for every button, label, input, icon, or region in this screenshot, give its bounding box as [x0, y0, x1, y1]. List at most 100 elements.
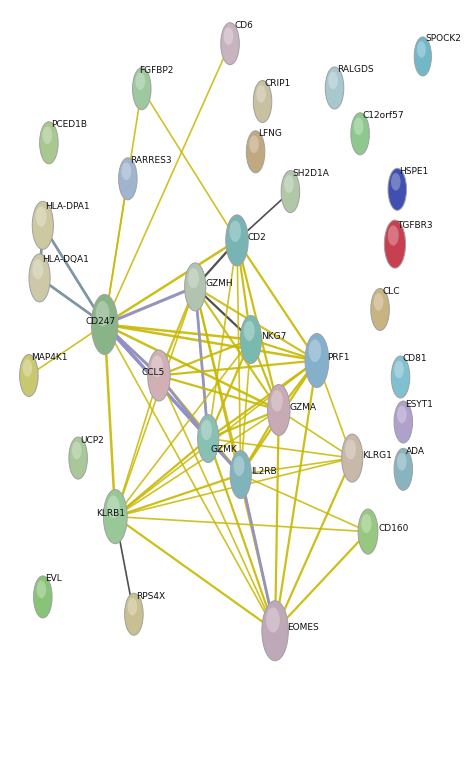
Text: CD6: CD6: [235, 21, 254, 30]
Text: EVL: EVL: [45, 574, 62, 584]
Text: CCL5: CCL5: [141, 368, 164, 377]
Ellipse shape: [221, 23, 239, 64]
Text: CLC: CLC: [383, 287, 400, 296]
Ellipse shape: [224, 28, 233, 45]
Text: PRF1: PRF1: [327, 353, 350, 362]
Ellipse shape: [414, 37, 431, 76]
Text: KLRB1: KLRB1: [96, 509, 125, 518]
Ellipse shape: [281, 171, 300, 213]
Ellipse shape: [118, 158, 137, 200]
Ellipse shape: [249, 136, 259, 153]
Ellipse shape: [262, 601, 288, 661]
Ellipse shape: [198, 414, 219, 463]
Text: TGFBR3: TGFBR3: [397, 221, 433, 230]
Ellipse shape: [309, 339, 321, 362]
Ellipse shape: [234, 456, 245, 476]
Text: HSPE1: HSPE1: [400, 167, 429, 176]
Text: CRIP1: CRIP1: [265, 79, 291, 88]
Ellipse shape: [29, 254, 50, 302]
Ellipse shape: [151, 355, 163, 377]
Ellipse shape: [40, 122, 58, 164]
Ellipse shape: [125, 593, 143, 635]
Ellipse shape: [305, 333, 329, 388]
Ellipse shape: [351, 113, 369, 155]
Ellipse shape: [417, 41, 426, 57]
Text: CD81: CD81: [403, 355, 428, 364]
Ellipse shape: [188, 268, 199, 288]
Ellipse shape: [284, 175, 294, 193]
Ellipse shape: [397, 453, 407, 470]
Text: HLA-DPA1: HLA-DPA1: [45, 202, 90, 211]
Text: SH2D1A: SH2D1A: [293, 169, 329, 178]
Ellipse shape: [230, 450, 251, 499]
Ellipse shape: [136, 72, 145, 90]
Ellipse shape: [121, 162, 131, 180]
Text: FGFBP2: FGFBP2: [139, 66, 174, 75]
Ellipse shape: [246, 131, 265, 173]
Text: IL2RB: IL2RB: [251, 467, 276, 476]
Ellipse shape: [184, 263, 206, 311]
Ellipse shape: [32, 201, 54, 250]
Ellipse shape: [96, 301, 109, 326]
Text: RALGDS: RALGDS: [337, 65, 374, 74]
Ellipse shape: [267, 385, 290, 436]
Text: CD2: CD2: [247, 233, 266, 242]
Ellipse shape: [23, 359, 32, 377]
Ellipse shape: [253, 80, 272, 123]
Ellipse shape: [358, 509, 378, 554]
Ellipse shape: [128, 597, 137, 615]
Text: HLA-DQA1: HLA-DQA1: [42, 254, 89, 264]
Ellipse shape: [394, 401, 412, 443]
Text: GZMK: GZMK: [210, 444, 237, 453]
Text: GZMA: GZMA: [289, 402, 316, 411]
Ellipse shape: [371, 289, 389, 330]
Text: CD160: CD160: [378, 524, 409, 533]
Text: MAP4K1: MAP4K1: [31, 353, 68, 362]
Ellipse shape: [34, 576, 52, 618]
Ellipse shape: [107, 496, 119, 519]
Ellipse shape: [388, 169, 407, 211]
Ellipse shape: [361, 514, 372, 533]
Text: LFNG: LFNG: [258, 129, 282, 139]
Ellipse shape: [133, 67, 151, 110]
Ellipse shape: [354, 117, 364, 135]
Ellipse shape: [201, 420, 212, 440]
Ellipse shape: [391, 173, 401, 191]
Ellipse shape: [328, 71, 338, 90]
Text: ESYT1: ESYT1: [406, 400, 434, 408]
Text: CD247: CD247: [85, 317, 115, 326]
Ellipse shape: [345, 440, 356, 460]
Text: ADA: ADA: [406, 447, 425, 456]
Ellipse shape: [69, 437, 87, 479]
Ellipse shape: [148, 350, 170, 401]
Text: UCP2: UCP2: [81, 436, 104, 444]
Ellipse shape: [91, 294, 118, 355]
Ellipse shape: [394, 448, 412, 490]
Ellipse shape: [36, 581, 46, 598]
Ellipse shape: [342, 434, 363, 482]
Ellipse shape: [384, 220, 406, 268]
Ellipse shape: [266, 607, 280, 633]
Ellipse shape: [397, 406, 407, 424]
Ellipse shape: [256, 85, 266, 103]
Ellipse shape: [32, 259, 44, 280]
Text: SPOCK2: SPOCK2: [425, 34, 461, 43]
Ellipse shape: [325, 67, 344, 109]
Ellipse shape: [271, 390, 283, 411]
Text: KLRG1: KLRG1: [363, 450, 392, 460]
Ellipse shape: [240, 316, 262, 364]
Text: NKG7: NKG7: [261, 332, 286, 341]
Ellipse shape: [394, 361, 404, 378]
Ellipse shape: [388, 225, 399, 246]
Text: PCED1B: PCED1B: [51, 120, 87, 129]
Text: C12orf57: C12orf57: [363, 111, 404, 120]
Ellipse shape: [374, 293, 383, 311]
Ellipse shape: [229, 221, 241, 242]
Text: RARRES3: RARRES3: [130, 156, 172, 165]
Ellipse shape: [244, 321, 255, 341]
Text: RPS4X: RPS4X: [136, 591, 165, 601]
Text: EOMES: EOMES: [287, 624, 319, 632]
Ellipse shape: [19, 355, 38, 397]
Ellipse shape: [226, 214, 248, 266]
Ellipse shape: [72, 442, 82, 460]
